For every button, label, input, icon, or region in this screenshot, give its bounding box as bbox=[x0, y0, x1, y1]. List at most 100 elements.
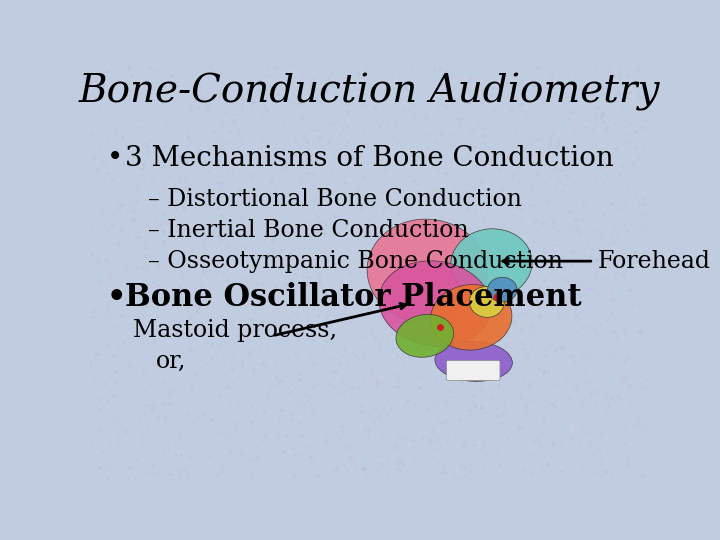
Point bbox=[113, 162, 125, 171]
Point bbox=[277, 211, 289, 220]
Point bbox=[456, 451, 468, 460]
Point bbox=[529, 344, 541, 353]
Point bbox=[94, 444, 106, 453]
Point bbox=[560, 319, 572, 327]
Point bbox=[444, 177, 455, 185]
Point bbox=[621, 87, 633, 96]
Point bbox=[149, 455, 161, 464]
Point bbox=[403, 107, 415, 116]
Point bbox=[632, 90, 644, 99]
Point bbox=[230, 234, 242, 243]
Point bbox=[396, 201, 408, 210]
Point bbox=[278, 119, 289, 128]
Point bbox=[201, 197, 212, 205]
Point bbox=[616, 91, 628, 99]
Point bbox=[292, 100, 304, 109]
Point bbox=[596, 104, 608, 112]
Point bbox=[541, 137, 553, 146]
Point bbox=[198, 134, 210, 143]
Point bbox=[182, 126, 194, 135]
Point bbox=[91, 235, 102, 244]
Point bbox=[369, 291, 381, 300]
Point bbox=[508, 254, 519, 262]
Point bbox=[437, 128, 449, 137]
Point bbox=[243, 347, 255, 356]
Point bbox=[112, 429, 123, 437]
Point bbox=[545, 137, 557, 145]
Point bbox=[536, 306, 548, 315]
Point bbox=[449, 474, 460, 482]
Point bbox=[164, 152, 176, 161]
Point bbox=[592, 70, 603, 78]
Point bbox=[478, 278, 490, 286]
Point bbox=[406, 62, 418, 70]
Point bbox=[634, 104, 646, 112]
Point bbox=[153, 281, 165, 290]
Point bbox=[89, 307, 100, 316]
Point bbox=[329, 315, 341, 324]
Point bbox=[440, 119, 451, 128]
Point bbox=[624, 401, 636, 409]
Point bbox=[522, 294, 534, 302]
Point bbox=[176, 301, 187, 310]
Point bbox=[534, 160, 545, 169]
Point bbox=[452, 287, 464, 295]
Point bbox=[487, 195, 499, 204]
Point bbox=[583, 438, 595, 447]
Point bbox=[266, 246, 278, 254]
Text: Forehead: Forehead bbox=[598, 249, 711, 273]
Point bbox=[399, 379, 410, 388]
Point bbox=[321, 439, 333, 448]
Point bbox=[107, 471, 119, 480]
Point bbox=[127, 215, 139, 224]
Point bbox=[350, 161, 361, 170]
Point bbox=[142, 143, 153, 151]
Point bbox=[615, 395, 626, 403]
Point bbox=[396, 183, 408, 191]
Point bbox=[406, 98, 418, 106]
Point bbox=[335, 359, 346, 368]
Point bbox=[359, 137, 371, 145]
Point bbox=[110, 150, 122, 158]
Point bbox=[107, 350, 118, 359]
Point bbox=[466, 125, 477, 133]
Point bbox=[513, 191, 525, 199]
Point bbox=[462, 315, 474, 323]
Point bbox=[562, 261, 574, 269]
Point bbox=[519, 453, 531, 462]
Point bbox=[112, 377, 124, 386]
Point bbox=[361, 144, 373, 153]
Point bbox=[271, 63, 283, 71]
Point bbox=[225, 75, 236, 83]
Point bbox=[181, 200, 192, 209]
Point bbox=[641, 334, 652, 343]
Point bbox=[498, 397, 510, 406]
Point bbox=[626, 452, 638, 461]
Point bbox=[106, 361, 117, 370]
Point bbox=[111, 163, 122, 172]
Point bbox=[267, 137, 279, 146]
Point bbox=[132, 276, 144, 285]
Point bbox=[582, 285, 593, 293]
Point bbox=[199, 222, 210, 231]
Point bbox=[302, 138, 314, 147]
Point bbox=[375, 339, 387, 347]
Point bbox=[450, 466, 462, 475]
Point bbox=[328, 315, 339, 323]
Point bbox=[564, 370, 575, 379]
Point bbox=[181, 364, 193, 373]
Point bbox=[348, 186, 359, 194]
Point bbox=[598, 230, 609, 239]
Point bbox=[583, 349, 595, 357]
Point bbox=[607, 393, 618, 402]
Point bbox=[410, 255, 422, 264]
Point bbox=[559, 275, 571, 284]
Point bbox=[344, 355, 356, 363]
Point bbox=[633, 255, 644, 264]
Point bbox=[518, 385, 529, 394]
Point bbox=[639, 200, 650, 209]
Point bbox=[115, 448, 127, 457]
Point bbox=[184, 353, 196, 362]
Point bbox=[87, 147, 99, 156]
Point bbox=[408, 173, 419, 181]
